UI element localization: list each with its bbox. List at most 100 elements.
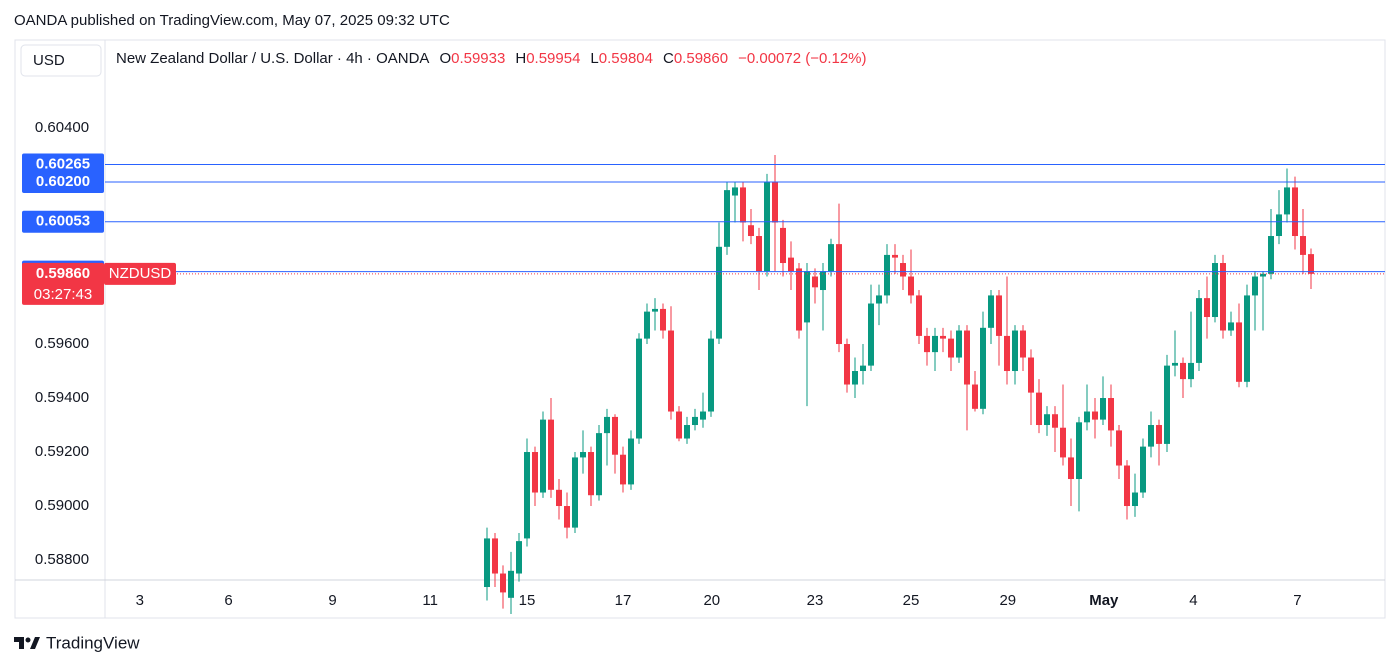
currency-label: USD	[33, 52, 65, 69]
legend-value: 0.59804	[599, 50, 653, 67]
candle-body	[1212, 263, 1218, 318]
candle-body	[876, 295, 882, 304]
candle-body	[524, 452, 530, 539]
candle-body	[1140, 446, 1146, 493]
candle-body	[548, 419, 554, 490]
candle-body	[1028, 357, 1034, 393]
symbol-label-bg	[104, 262, 176, 285]
candle-body	[588, 452, 594, 496]
candle-body	[716, 246, 722, 339]
currency-button[interactable]	[20, 44, 102, 77]
symbol-label: NZDUSD	[109, 265, 172, 282]
candle-body	[900, 263, 906, 277]
price-line-label: 0.60200	[36, 173, 90, 190]
candle-body	[828, 244, 834, 272]
countdown-label: 03:27:43	[34, 286, 92, 303]
candle-body	[756, 236, 762, 272]
current-price-label-bg	[22, 262, 104, 305]
candle-body	[652, 308, 658, 312]
x-tick-label: 29	[999, 592, 1016, 609]
legend-value: 0.59954	[526, 50, 580, 67]
candle-body	[1308, 254, 1314, 274]
candle-body	[668, 330, 674, 412]
candle-body	[1196, 298, 1202, 363]
candle-body	[708, 338, 714, 412]
candle-body	[644, 311, 650, 339]
candle-body	[500, 573, 506, 593]
candle-body	[1084, 411, 1090, 423]
candle-body	[676, 411, 682, 439]
candle-body	[636, 338, 642, 439]
candle-body	[1228, 322, 1234, 331]
logo-mark	[14, 637, 24, 649]
candle-body	[892, 254, 898, 258]
candle-body	[1076, 422, 1082, 480]
x-tick-label: 23	[807, 592, 824, 609]
candle-body	[604, 416, 610, 434]
candle-body	[540, 419, 546, 493]
candle-body	[796, 268, 802, 331]
candle-body	[1092, 411, 1098, 420]
candle-body	[692, 416, 698, 426]
candle-body	[564, 506, 570, 528]
candle-body	[732, 187, 738, 196]
candle-body	[1116, 430, 1122, 466]
candle-body	[596, 433, 602, 496]
candle-body	[764, 182, 770, 272]
price-line-label-bg	[22, 153, 104, 176]
y-tick-label: 0.58800	[35, 551, 89, 568]
price-line-label: 0.60265	[36, 155, 90, 172]
candle-body	[1148, 425, 1154, 447]
candle-body	[852, 371, 858, 385]
candle-body	[1004, 335, 1010, 372]
candle-body	[1188, 362, 1194, 380]
price-line-label: 0.60053	[36, 213, 90, 230]
candle-body	[988, 295, 994, 328]
brand-name: TradingView	[46, 633, 140, 652]
candle-body	[1132, 492, 1138, 507]
candle-body	[620, 454, 626, 485]
tradingview-logo: TradingView	[14, 633, 140, 652]
x-tick-label: May	[1089, 592, 1119, 609]
candle-body	[1060, 427, 1066, 458]
logo-mark	[25, 637, 31, 643]
candle-body	[908, 276, 914, 296]
legend-key: L	[590, 50, 598, 67]
candle-body	[788, 257, 794, 272]
candle-body	[684, 425, 690, 439]
candle-body	[868, 303, 874, 366]
candle-body	[556, 489, 562, 507]
price-line-label-bg	[22, 210, 104, 233]
candle-body	[1252, 276, 1258, 296]
candle-body	[1100, 398, 1106, 420]
chart-frame	[14, 39, 1386, 619]
candle-body	[956, 330, 962, 358]
x-tick-label: 17	[615, 592, 632, 609]
candle-body	[924, 335, 930, 353]
candle-body	[628, 438, 634, 485]
logo-mark	[30, 637, 40, 649]
x-tick-label: 15	[519, 592, 536, 609]
candle-body	[1204, 298, 1210, 318]
candle-body	[532, 452, 538, 493]
candle-body	[940, 335, 946, 339]
publisher-header: OANDA published on TradingView.com, May …	[14, 12, 450, 29]
y-tick-label: 0.60400	[35, 119, 89, 136]
legend-key: C	[663, 50, 674, 67]
legend-value: 0.59860	[674, 50, 728, 67]
x-tick-label: 3	[136, 592, 144, 609]
candle-body	[820, 271, 826, 291]
candle-body	[948, 338, 954, 358]
y-tick-label: 0.59200	[35, 443, 89, 460]
candle-body	[1020, 330, 1026, 358]
candle-body	[492, 538, 498, 574]
y-tick-label: 0.59400	[35, 389, 89, 406]
legend-key: H	[515, 50, 526, 67]
candle-body	[780, 227, 786, 264]
candle-body	[1036, 392, 1042, 426]
candle-body	[1300, 236, 1306, 255]
candle-body	[1068, 457, 1074, 480]
current-price-label: 0.59860	[36, 265, 90, 282]
candle-body	[1052, 414, 1058, 428]
